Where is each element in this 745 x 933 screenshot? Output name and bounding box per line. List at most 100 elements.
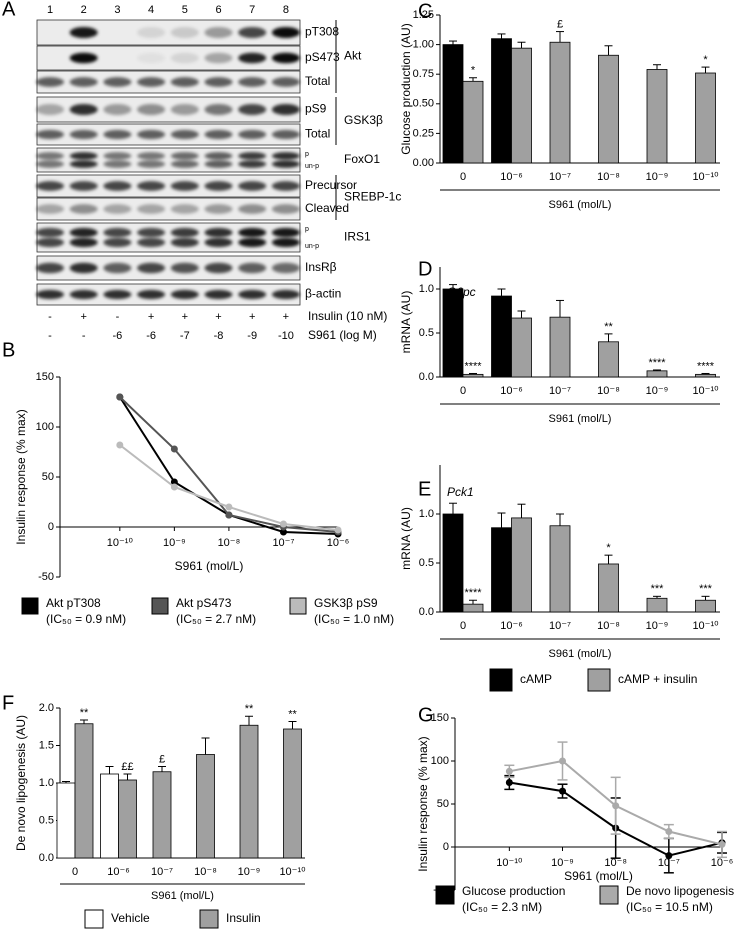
treatment-value: + — [182, 311, 188, 323]
blot-band — [36, 27, 64, 38]
y-tick-label: 0.0 — [39, 852, 54, 864]
bar — [598, 54, 619, 164]
y-tick-label: 0.5 — [39, 814, 54, 826]
x-tick-label: 10⁻⁸ — [218, 537, 241, 549]
blot-band — [103, 181, 132, 191]
x-axis-label: S961 (mol/L) — [549, 413, 612, 425]
bar — [100, 773, 119, 859]
blot-band — [238, 104, 267, 115]
lane-number: 8 — [283, 4, 289, 16]
blot-band — [238, 289, 267, 300]
blot-band — [103, 289, 132, 300]
y-tick-label: 1.0 — [419, 508, 434, 520]
blot-band — [170, 152, 199, 160]
blot-band — [271, 262, 300, 274]
blot-band — [271, 181, 300, 191]
blot-band — [238, 27, 267, 38]
bar — [462, 603, 484, 613]
x-tick-label: 10⁻⁹ — [238, 866, 261, 878]
panel-letter: F — [2, 693, 14, 715]
blot-row-label: Total — [305, 127, 330, 141]
treatment-value: + — [215, 311, 221, 323]
significance-label: ** — [288, 708, 297, 720]
treatment-value: - — [82, 330, 86, 342]
blot-band — [69, 204, 98, 214]
data-point — [225, 503, 233, 511]
significance-label: **** — [464, 587, 482, 599]
x-tick-label: 0 — [460, 620, 466, 632]
lane-number: 7 — [249, 4, 255, 16]
blot-band — [204, 129, 233, 140]
blot-band — [238, 227, 267, 238]
blot-row-label: InsRβ — [305, 260, 337, 274]
blot-band — [36, 160, 64, 168]
lane-number: 1 — [47, 4, 53, 16]
significance-label: £ — [557, 18, 563, 30]
x-tick-label: 10⁻¹⁰ — [692, 620, 719, 632]
legend-swatch — [489, 668, 513, 692]
data-point — [279, 528, 287, 536]
blot-band — [69, 237, 98, 248]
blot-band — [137, 237, 166, 248]
y-tick-label: 50 — [437, 798, 449, 810]
blot-band — [137, 52, 166, 64]
significance-label: *** — [651, 583, 665, 595]
blot-band — [69, 104, 98, 115]
legend-swatch — [84, 909, 104, 929]
data-point — [225, 511, 233, 519]
blot-band — [137, 152, 166, 160]
blot-band — [204, 152, 233, 160]
y-tick-label: 0 — [48, 521, 54, 533]
blot-group-label: IRS1 — [344, 230, 371, 244]
significance-label: *** — [699, 583, 713, 595]
x-axis-label: S961 (mol/L) — [151, 890, 214, 902]
blot-band — [103, 129, 132, 140]
blot-band — [36, 227, 64, 238]
x-tick-label: 10⁻⁹ — [163, 537, 186, 549]
legend-label: GSK3β pS9 — [314, 596, 378, 610]
blot-band — [204, 27, 233, 38]
bar — [442, 513, 464, 613]
bar — [118, 779, 137, 859]
legend-label: Insulin — [226, 911, 261, 925]
blot-row-label: Cleaved — [305, 201, 349, 215]
blot-band — [170, 52, 199, 64]
x-tick-label: 10⁻⁹ — [551, 857, 574, 869]
y-tick-label: -50 — [38, 571, 54, 583]
blot-band — [137, 104, 166, 115]
data-point — [559, 757, 567, 765]
blot-band — [103, 204, 132, 214]
bar — [442, 288, 464, 378]
blot-band — [204, 204, 233, 214]
bar — [56, 782, 76, 859]
data-point — [279, 520, 287, 528]
significance-label: ££ — [121, 761, 133, 773]
blot-row-label: Total — [305, 74, 330, 88]
legend-swatch — [151, 597, 169, 615]
y-axis-label: mRNA (AU) — [399, 507, 413, 570]
blot-band — [137, 204, 166, 214]
bar — [549, 316, 571, 378]
blot-band — [170, 227, 199, 238]
legend-swatch — [599, 885, 619, 905]
blot-band — [137, 262, 166, 274]
blot-group-label: SREBP-1c — [344, 190, 401, 204]
legend-swatch — [435, 885, 455, 905]
bar — [646, 69, 668, 164]
blot-band — [271, 289, 300, 300]
blot-band — [271, 77, 300, 87]
treatment-value: -8 — [214, 330, 224, 342]
lane-number: 5 — [182, 4, 188, 16]
blot-band — [137, 160, 166, 168]
significance-label: * — [471, 65, 476, 77]
blot-band — [36, 77, 64, 87]
legend-note: (IC₅₀ = 0.9 nM) — [46, 612, 126, 626]
x-tick-label: 10⁻¹⁰ — [692, 385, 719, 397]
blot-band — [170, 27, 199, 38]
x-tick-label: 10⁻⁸ — [597, 171, 620, 183]
blot-band — [36, 104, 64, 115]
legend-swatch — [21, 597, 39, 615]
blot-band — [271, 237, 300, 248]
y-tick-label: 1.5 — [39, 739, 54, 751]
panel-letter: C — [418, 1, 432, 23]
